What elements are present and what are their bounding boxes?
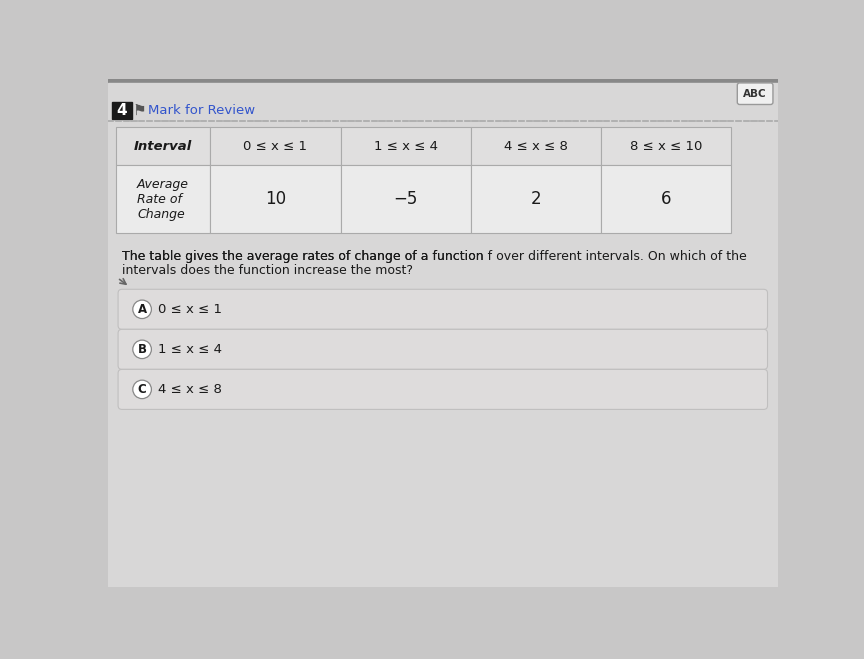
Text: B: B (137, 343, 147, 356)
Bar (108, 79, 778, 83)
Text: 8 ≤ x ≤ 10: 8 ≤ x ≤ 10 (630, 140, 702, 153)
Text: 0 ≤ x ≤ 1: 0 ≤ x ≤ 1 (157, 302, 221, 316)
Text: −5: −5 (393, 190, 418, 208)
Text: C: C (137, 383, 147, 396)
Text: A: A (137, 302, 147, 316)
Text: ABC: ABC (743, 89, 767, 99)
Bar (210, 165, 340, 233)
Text: 2: 2 (530, 190, 541, 208)
Bar (111, 102, 132, 119)
Circle shape (133, 340, 151, 358)
FancyBboxPatch shape (118, 370, 767, 409)
Text: Interval: Interval (134, 140, 192, 153)
Circle shape (133, 380, 151, 399)
Text: 10: 10 (265, 190, 286, 208)
Bar (116, 127, 210, 165)
Text: Average
Rate of
Change: Average Rate of Change (137, 178, 189, 221)
Text: 1 ≤ x ≤ 4: 1 ≤ x ≤ 4 (157, 343, 221, 356)
Bar (600, 127, 731, 165)
Text: intervals does the function increase the most?: intervals does the function increase the… (122, 264, 413, 277)
FancyBboxPatch shape (118, 330, 767, 370)
Text: 4: 4 (117, 103, 127, 118)
Text: 1 ≤ x ≤ 4: 1 ≤ x ≤ 4 (373, 140, 437, 153)
Bar (210, 127, 340, 165)
Text: 4 ≤ x ≤ 8: 4 ≤ x ≤ 8 (504, 140, 568, 153)
Text: 4 ≤ x ≤ 8: 4 ≤ x ≤ 8 (157, 383, 221, 396)
Text: Mark for Review: Mark for Review (149, 104, 256, 117)
Text: ⚑: ⚑ (132, 103, 146, 118)
Circle shape (133, 300, 151, 318)
Bar (600, 165, 731, 233)
Text: The table gives the average rates of change of a function: The table gives the average rates of cha… (122, 250, 487, 263)
Text: The table gives the average rates of change of a function f over different inter: The table gives the average rates of cha… (122, 250, 746, 263)
Bar (340, 165, 471, 233)
Text: 6: 6 (661, 190, 671, 208)
Bar (471, 127, 600, 165)
Bar (471, 165, 600, 233)
Bar (116, 165, 210, 233)
Bar (340, 127, 471, 165)
FancyBboxPatch shape (118, 289, 767, 330)
FancyBboxPatch shape (737, 83, 773, 105)
Text: 0 ≤ x ≤ 1: 0 ≤ x ≤ 1 (244, 140, 308, 153)
